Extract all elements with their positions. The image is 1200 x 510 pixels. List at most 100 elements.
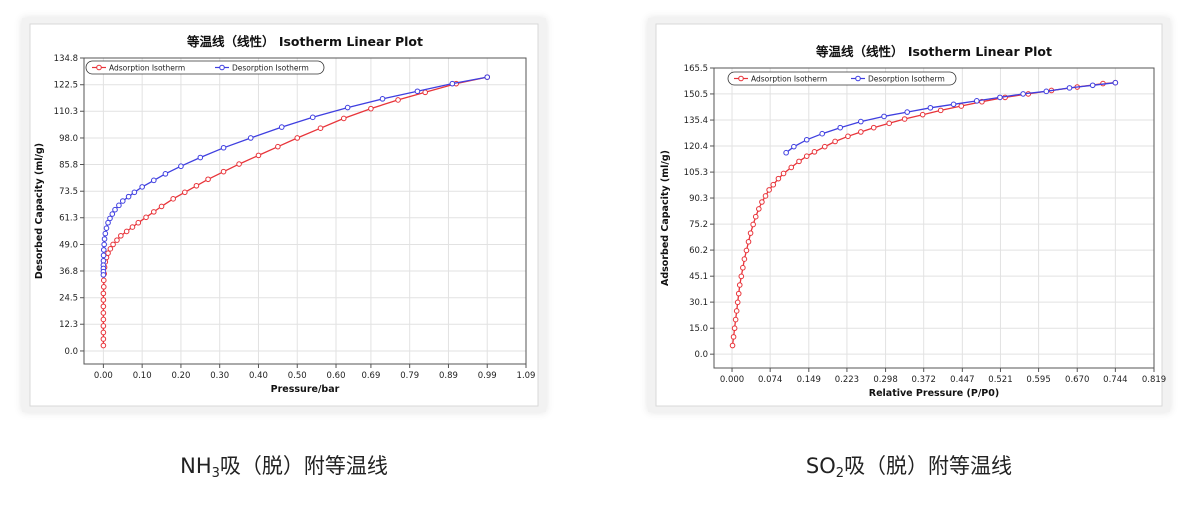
data-point xyxy=(734,299,741,306)
chart-panel-nh3: 等温线（线性） Isotherm Linear Plot 0.00 0.10 0.20… xyxy=(22,18,546,412)
y-tick-label: 12.3 xyxy=(59,320,78,330)
data-point xyxy=(368,105,374,112)
legend-swatch-marker xyxy=(855,75,861,82)
y-tick-label: 0.0 xyxy=(694,350,708,360)
x-tick-label: 0.670 xyxy=(1065,375,1089,385)
data-point xyxy=(102,230,109,237)
data-point xyxy=(783,149,789,156)
data-point xyxy=(901,116,908,122)
data-point xyxy=(100,342,107,349)
data-point xyxy=(750,221,756,228)
x-tick-label: 0.99 xyxy=(478,371,497,381)
data-point xyxy=(100,316,107,323)
data-point xyxy=(821,143,828,150)
plot-area xyxy=(83,57,527,365)
data-point xyxy=(845,133,851,140)
data-point xyxy=(129,224,136,230)
legend-entry: Desorption Isotherm xyxy=(232,64,309,73)
data-point xyxy=(735,290,742,297)
nh3-isotherm-chart: 等温线（线性） Isotherm Linear Plot 0.00 0.10 0.20… xyxy=(29,23,539,407)
data-point xyxy=(775,175,782,182)
data-point xyxy=(730,334,737,340)
legend-swatch-marker xyxy=(219,64,225,71)
data-point xyxy=(741,256,748,262)
plot-border xyxy=(83,57,527,365)
data-point xyxy=(182,189,188,196)
data-point xyxy=(958,103,965,109)
x-tick-label: 0.372 xyxy=(912,375,936,385)
data-point xyxy=(119,198,126,204)
data-point xyxy=(1089,82,1096,89)
data-point xyxy=(736,282,743,288)
y-tick-label: 134.8 xyxy=(54,54,78,64)
data-point xyxy=(837,124,844,131)
y-tick-label: 122.5 xyxy=(54,81,78,91)
legend-entry: Adsorption Isotherm xyxy=(751,75,827,84)
data-point xyxy=(1043,88,1050,95)
data-point xyxy=(788,164,795,171)
y-tick-label: 110.3 xyxy=(54,107,78,117)
data-point xyxy=(927,104,934,111)
data-point xyxy=(752,213,759,220)
data-point xyxy=(220,168,227,175)
data-point xyxy=(100,272,107,278)
data-point xyxy=(422,89,428,96)
legend-entry: Desorption Isotherm xyxy=(868,75,945,84)
legend-entry: Adsorption Isotherm xyxy=(109,64,185,73)
data-point xyxy=(819,130,825,137)
data-point xyxy=(100,252,107,259)
data-point xyxy=(275,143,281,150)
x-tick-label: 1.09 xyxy=(517,371,536,381)
y-tick-label: 24.5 xyxy=(59,294,78,304)
y-tick-label: 0.0 xyxy=(64,347,78,357)
x-axis-label: Pressure/bar xyxy=(271,384,340,395)
caption-so2-text: 吸（脱）附等温线 xyxy=(844,454,1013,478)
data-point xyxy=(100,329,107,336)
y-tick-label: 49.0 xyxy=(59,240,78,250)
caption-so2-subscript: 2 xyxy=(835,466,845,481)
x-tick-label: 0.223 xyxy=(835,375,859,385)
data-point xyxy=(733,308,740,314)
data-point xyxy=(150,209,157,215)
data-point xyxy=(449,80,456,87)
data-point xyxy=(1020,91,1026,97)
data-point xyxy=(858,118,864,125)
data-point xyxy=(139,184,145,190)
y-tick-label: 15.0 xyxy=(689,324,708,334)
x-tick-label: 0.30 xyxy=(210,371,229,381)
data-point xyxy=(858,129,864,135)
data-point xyxy=(170,196,176,202)
data-point xyxy=(143,214,149,221)
x-axis-label: Relative Pressure (P/P0) xyxy=(869,388,999,399)
data-point xyxy=(379,96,386,102)
data-point xyxy=(131,189,138,196)
x-tick-label: 0.521 xyxy=(988,375,1012,385)
data-point xyxy=(247,135,254,141)
data-point xyxy=(205,176,211,183)
y-tick-label: 90.3 xyxy=(689,194,708,204)
data-point xyxy=(904,109,911,115)
data-point xyxy=(103,225,110,231)
data-point xyxy=(791,143,797,150)
legend-box xyxy=(727,71,957,86)
series-desorption xyxy=(783,79,1119,156)
data-point xyxy=(107,215,113,222)
so2-isotherm-chart: 等温线（线性） Isotherm Linear Plot 0.000 0.074 0.… xyxy=(655,23,1166,407)
data-point xyxy=(101,241,107,248)
x-tick-label: 0.79 xyxy=(400,371,419,381)
data-point xyxy=(309,114,316,121)
data-point xyxy=(803,153,810,159)
caption-nh3-subscript: 3 xyxy=(211,466,220,481)
caption-nh3: NH3吸（脱）附等温线 xyxy=(22,450,546,481)
data-point xyxy=(112,206,118,213)
data-point xyxy=(747,230,754,236)
x-tick-label: 0.10 xyxy=(133,371,152,381)
data-point xyxy=(973,98,980,104)
y-axis-label: Adsorbed Capacity (ml/g) xyxy=(660,150,671,286)
y-axis-label: Desorbed Capacity (ml/g) xyxy=(34,143,45,279)
data-point xyxy=(162,171,169,177)
data-point xyxy=(870,124,877,131)
chart-title: 等温线（线性） Isotherm Linear Plot xyxy=(815,44,1052,59)
series-adsorption xyxy=(100,74,491,349)
legend: Adsorption Isotherm Desorption Isotherm xyxy=(85,60,325,75)
